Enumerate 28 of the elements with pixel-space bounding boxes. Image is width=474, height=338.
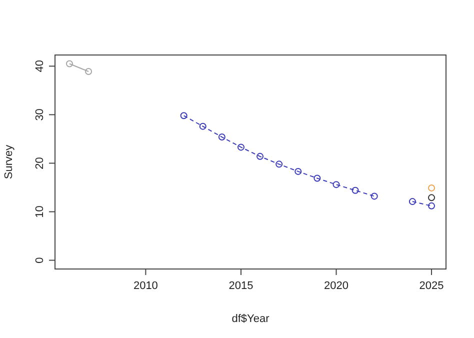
y-tick-label: 30 — [34, 108, 46, 121]
point — [408, 198, 416, 206]
y-tick-label: 40 — [34, 60, 46, 72]
point — [180, 112, 188, 120]
y-axis-title: Survey — [3, 144, 15, 180]
point — [218, 134, 226, 141]
y-tick-label: 0 — [34, 257, 46, 264]
point — [428, 194, 436, 202]
point — [85, 68, 92, 75]
y-tick-label: 10 — [34, 206, 46, 218]
point — [332, 181, 340, 188]
point — [256, 152, 264, 160]
x-tick-label: 2015 — [228, 280, 254, 292]
x-tick-label: 2025 — [419, 280, 444, 292]
x-tick-label: 2010 — [133, 280, 158, 292]
point — [294, 168, 302, 175]
y-tick-label: 20 — [34, 157, 46, 170]
point — [237, 144, 244, 151]
point — [66, 60, 73, 68]
x-axis-title: df$Year — [232, 313, 270, 325]
point — [352, 186, 359, 194]
point — [428, 202, 436, 210]
point — [199, 122, 206, 130]
point — [276, 160, 283, 168]
point — [428, 184, 436, 192]
point — [314, 174, 321, 182]
point — [370, 192, 378, 200]
x-tick-label: 2020 — [324, 280, 348, 292]
